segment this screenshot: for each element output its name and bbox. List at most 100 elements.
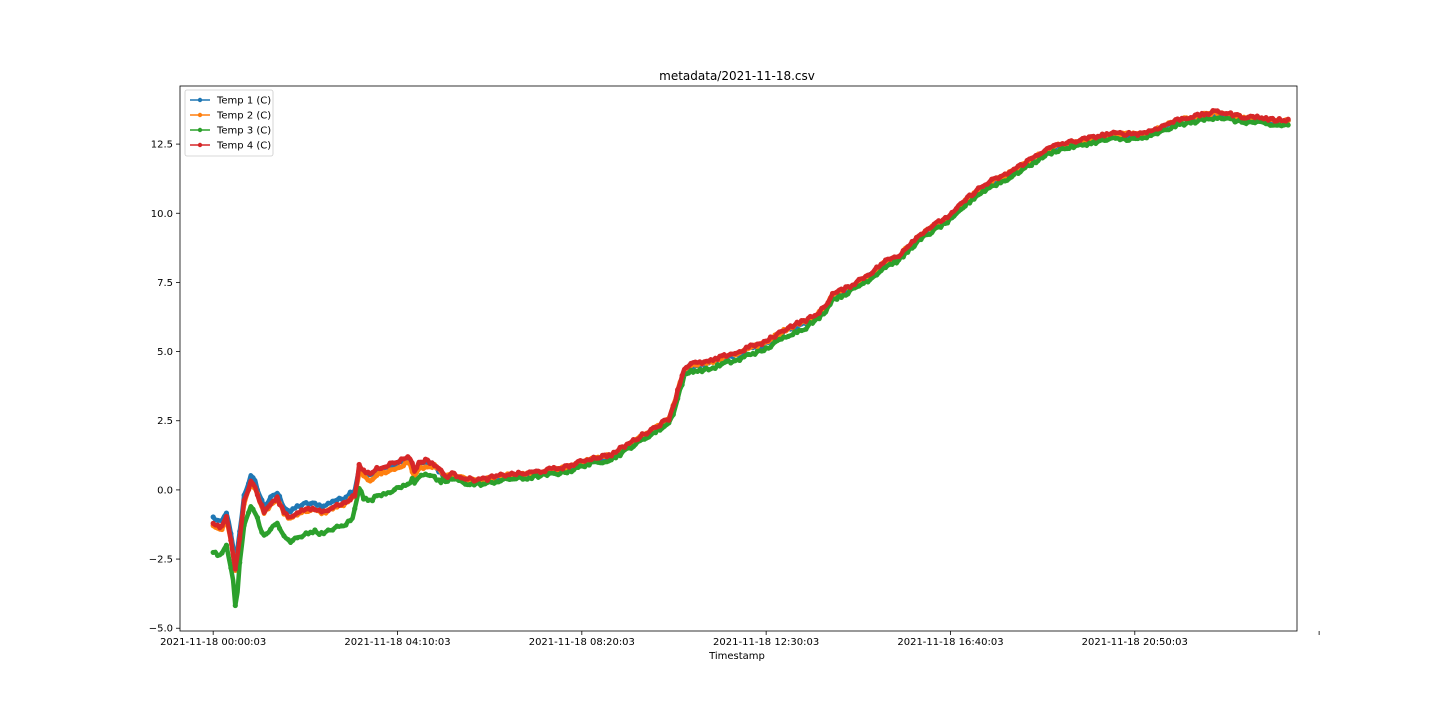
series-marker <box>285 514 291 520</box>
series-marker <box>803 318 809 325</box>
series-marker <box>1201 117 1207 123</box>
series-marker <box>330 505 336 511</box>
series-marker <box>245 486 252 492</box>
series-marker <box>900 248 906 254</box>
series-marker <box>1051 142 1057 149</box>
series-marker <box>586 462 592 468</box>
series-marker <box>759 342 765 348</box>
series-marker <box>1011 171 1017 178</box>
series-marker <box>436 466 442 472</box>
series-marker <box>303 530 309 536</box>
legend-label: Temp 1 (C) <box>216 96 271 107</box>
series-marker <box>1197 113 1203 119</box>
series-marker <box>215 522 221 528</box>
series-marker <box>891 258 898 264</box>
series-marker <box>1166 127 1172 133</box>
x-tick-label: 2021-11-18 04:10:03 <box>344 637 450 648</box>
series-marker <box>1113 130 1119 136</box>
series-marker <box>343 494 349 500</box>
series-marker <box>480 475 486 481</box>
series-marker <box>728 360 734 366</box>
series-marker <box>582 464 588 470</box>
series-marker <box>936 224 942 230</box>
series-marker <box>480 481 486 487</box>
series-marker <box>1130 130 1136 137</box>
legend-swatch-marker <box>197 142 203 148</box>
series-marker <box>533 468 539 474</box>
series-marker <box>604 459 610 465</box>
series-marker <box>387 490 393 496</box>
series-marker <box>294 535 300 541</box>
series-marker <box>741 354 747 360</box>
y-tick-label: 0.0 <box>157 485 173 496</box>
series-marker <box>476 476 482 482</box>
series-marker <box>706 358 712 364</box>
series-marker <box>1223 115 1229 121</box>
series-marker <box>369 469 376 476</box>
series-marker <box>250 506 256 512</box>
series-marker <box>1117 137 1123 143</box>
series-marker <box>1285 122 1291 128</box>
series-marker <box>617 444 623 450</box>
series-marker <box>670 403 676 409</box>
series-marker <box>679 373 685 379</box>
series-marker <box>958 200 964 207</box>
series-marker <box>1201 112 1207 118</box>
series-marker <box>343 522 349 528</box>
series-marker <box>829 290 836 297</box>
series-marker <box>652 430 659 436</box>
series-marker <box>838 286 844 292</box>
series-marker <box>1024 157 1030 164</box>
series-marker <box>219 523 225 529</box>
series-marker <box>245 509 252 516</box>
series-marker <box>365 469 371 475</box>
series-marker <box>524 470 530 476</box>
series-marker <box>445 474 451 481</box>
series-marker <box>555 466 561 472</box>
series-marker <box>449 476 455 482</box>
series-marker <box>993 182 999 189</box>
series-marker <box>1126 129 1132 136</box>
series-marker <box>506 476 513 482</box>
series-marker <box>878 261 884 267</box>
legend-item: Temp 1 (C) <box>190 96 271 107</box>
series-marker <box>471 478 477 484</box>
series-marker <box>1205 111 1212 118</box>
series-marker <box>564 470 570 476</box>
series-marker <box>630 436 637 443</box>
series-marker <box>347 518 353 524</box>
series-marker <box>387 467 393 473</box>
series-marker <box>944 215 951 221</box>
series-marker <box>276 501 283 508</box>
series-marker <box>1179 115 1185 121</box>
series-marker <box>1281 117 1287 124</box>
series-marker <box>1108 130 1114 137</box>
series-layer <box>210 108 1291 609</box>
series-marker <box>723 358 729 365</box>
series-marker <box>1214 115 1220 121</box>
series-marker <box>1245 114 1251 120</box>
series-marker <box>268 526 274 532</box>
series-marker <box>1064 140 1070 146</box>
series-marker <box>405 481 411 487</box>
series-marker <box>1183 120 1190 126</box>
series-marker <box>856 283 862 289</box>
series-marker <box>1033 160 1039 166</box>
series-marker <box>1219 116 1225 122</box>
series-marker <box>918 236 924 243</box>
series-marker <box>453 474 460 480</box>
series-marker <box>781 334 787 340</box>
series-marker <box>1166 121 1172 127</box>
series-marker <box>568 462 575 468</box>
series-marker <box>989 183 995 189</box>
series-marker <box>228 565 234 571</box>
series-marker <box>666 417 672 423</box>
series-marker <box>843 284 849 290</box>
legend-item: Temp 3 (C) <box>190 126 271 137</box>
series-marker <box>856 276 862 282</box>
series-marker <box>754 341 760 347</box>
series-marker <box>356 461 362 468</box>
series-marker <box>551 470 557 476</box>
series-marker <box>1188 114 1194 121</box>
series-marker <box>1104 137 1110 143</box>
